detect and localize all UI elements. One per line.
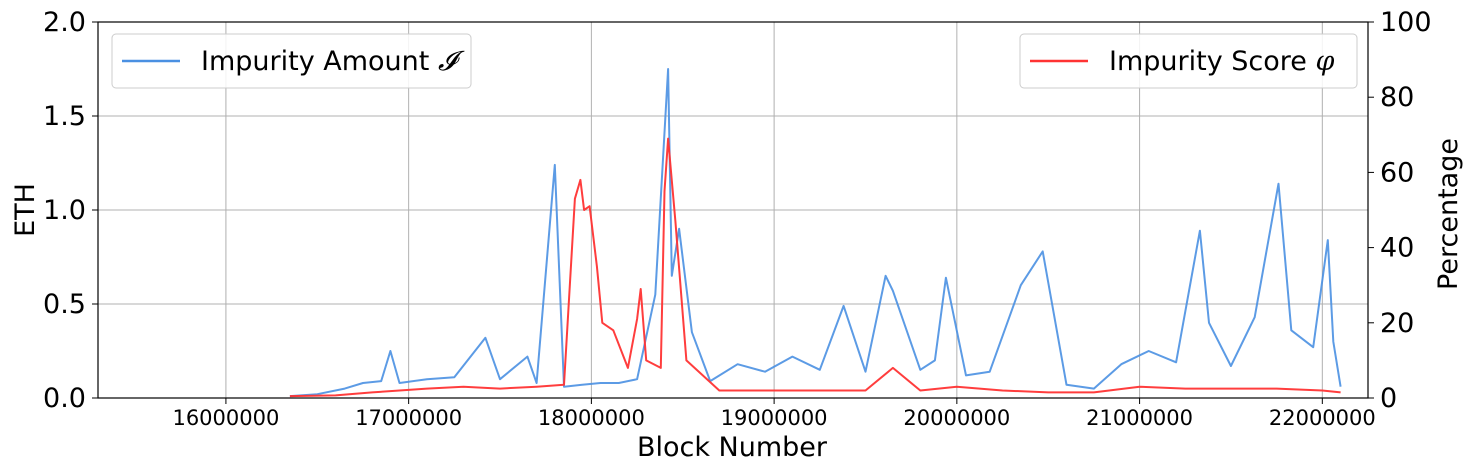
x-tick-label: 16000000 (172, 406, 279, 430)
y-left-tick-label: 0.5 (43, 289, 86, 320)
y-left-tick-label: 1.5 (43, 101, 86, 132)
y-right-tick-label: 20 (1380, 308, 1414, 339)
legend-box (111, 33, 472, 89)
y-left-tick-label: 1.0 (43, 195, 86, 226)
y-left-axis-ticks: 0.0 0.5 1.0 1.5 2.0 (43, 7, 98, 414)
x-tick-label: 19000000 (721, 406, 828, 430)
x-tick-label: 20000000 (903, 406, 1010, 430)
legend-label-impurity-score: Impurity Score φ (1109, 46, 1334, 77)
y-right-axis-ticks: 0 20 40 60 80 100 (1368, 7, 1432, 414)
y-right-tick-label: 0 (1380, 383, 1397, 414)
legend-impurity-amount: Impurity Amount 𝓘 (111, 33, 472, 89)
y-right-tick-label: 60 (1380, 157, 1414, 188)
y-left-tick-label: 0.0 (43, 383, 86, 414)
series-line-impurity-score (289, 137, 1341, 398)
series-layer (289, 68, 1342, 398)
y-right-tick-label: 40 (1380, 233, 1414, 264)
y-left-axis-title: ETH (10, 183, 41, 237)
x-axis-title: Block Number (637, 432, 828, 463)
x-tick-label: 17000000 (355, 406, 462, 430)
x-axis-ticks: 16000000 17000000 18000000 19000000 20000000… (172, 398, 1376, 430)
y-left-tick-label: 2.0 (43, 7, 86, 38)
y-right-tick-label: 100 (1380, 7, 1432, 38)
y-right-tick-label: 80 (1380, 82, 1414, 113)
x-tick-label: 22000000 (1269, 406, 1376, 430)
legend-box (1019, 33, 1358, 89)
x-tick-label: 18000000 (538, 406, 645, 430)
x-tick-label: 21000000 (1086, 406, 1193, 430)
legend-label-impurity-amount: Impurity Amount 𝓘 (201, 46, 465, 77)
y-right-axis-title: Percentage (1433, 138, 1464, 290)
series-line-impurity-amount (289, 68, 1342, 398)
legend-impurity-score: Impurity Score φ (1019, 33, 1358, 89)
